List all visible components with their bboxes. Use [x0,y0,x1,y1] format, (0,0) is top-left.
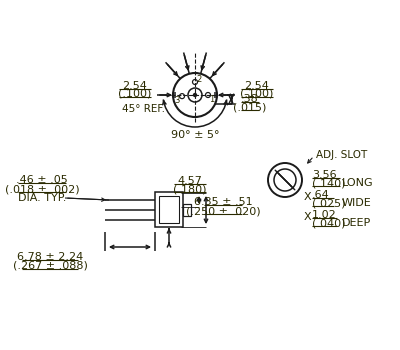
Text: 6.78 ± 2.24: 6.78 ± 2.24 [17,252,83,262]
Text: (.180): (.180) [173,184,207,194]
Text: 6.35 ± .51: 6.35 ± .51 [194,197,252,207]
Text: (.100): (.100) [118,89,152,99]
Text: (.015): (.015) [233,102,267,112]
Text: 2.54: 2.54 [244,81,270,91]
Text: (.018 ± .002): (.018 ± .002) [5,184,79,194]
Text: 90° ± 5°: 90° ± 5° [171,130,219,140]
Text: WIDE: WIDE [342,198,372,208]
Text: 4.57: 4.57 [178,176,202,186]
Text: DEEP: DEEP [342,218,371,228]
Text: (.025): (.025) [312,198,346,208]
Text: 45° REF.: 45° REF. [122,104,164,114]
Text: 3.56: 3.56 [312,170,337,180]
Text: ADJ. SLOT: ADJ. SLOT [316,150,367,160]
Text: (.267 ± .088): (.267 ± .088) [12,261,88,271]
Text: 2: 2 [196,75,202,84]
Text: 1.02: 1.02 [312,210,337,220]
Text: .38: .38 [241,94,259,104]
Circle shape [194,93,196,97]
Text: X: X [304,212,312,222]
Text: (.140): (.140) [312,178,346,188]
Bar [183,204,191,216]
Bar [155,192,183,227]
Text: 2.54: 2.54 [122,81,148,91]
Text: (.250 ± .020): (.250 ± .020) [186,206,260,216]
Text: .64: .64 [312,190,330,200]
Text: LONG: LONG [342,178,374,188]
Text: (.040): (.040) [312,218,346,228]
Text: X: X [304,192,312,202]
Text: 1: 1 [209,94,215,104]
Text: (.100): (.100) [240,89,274,99]
Text: 3: 3 [174,96,180,105]
Text: DIA. TYP.: DIA. TYP. [18,193,66,203]
Text: .46 ± .05: .46 ± .05 [16,175,68,185]
Bar [159,196,179,223]
